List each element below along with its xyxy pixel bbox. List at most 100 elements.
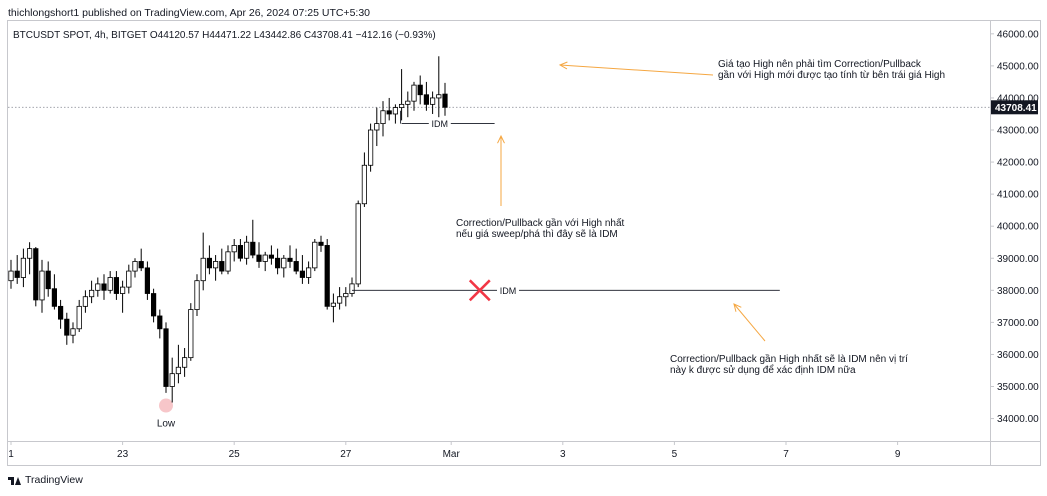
y-tick-label: 37000.00 xyxy=(997,318,1039,329)
candle-up xyxy=(312,241,318,269)
x-tick-label: Mar xyxy=(443,449,461,460)
y-tick-label: 36000.00 xyxy=(997,350,1039,361)
x-tick-label: 7 xyxy=(783,449,789,460)
candle-up xyxy=(26,248,33,259)
candle-down xyxy=(318,241,324,246)
x-tick-label: 3 xyxy=(560,449,566,460)
candle-up xyxy=(398,103,405,108)
candle-up xyxy=(89,289,95,298)
candle-up xyxy=(243,241,250,259)
candle-down xyxy=(150,293,157,317)
candle-up xyxy=(70,328,76,336)
candle-up xyxy=(355,203,361,285)
low-marker-dot xyxy=(159,398,173,413)
candle-down xyxy=(138,261,144,269)
candle-up xyxy=(132,261,138,272)
tradingview-logo-icon xyxy=(8,475,21,486)
candle-down xyxy=(101,283,107,291)
candle-up xyxy=(380,110,386,124)
idm-label: IDM xyxy=(500,286,517,296)
annotation-text: Correction/Pullback gần High nhất sẽ là … xyxy=(670,353,908,365)
candle-down xyxy=(206,257,212,269)
candle-up xyxy=(76,305,82,330)
candle-down xyxy=(51,288,58,307)
candle-up xyxy=(405,100,411,105)
y-tick-label: 41000.00 xyxy=(997,190,1039,201)
candle-up xyxy=(126,270,132,288)
candle-down xyxy=(33,248,39,301)
annotation-text: gần với High mới được tạo tính từ bên tr… xyxy=(718,69,945,81)
candle-down xyxy=(423,94,430,105)
y-tick-label: 43000.00 xyxy=(997,126,1039,137)
annotation-arrow-idm xyxy=(733,303,766,342)
candle-down xyxy=(268,254,275,259)
y-tick-label: 40000.00 xyxy=(997,222,1039,233)
annotation-text: nếu giá sweep/phá thì đây sẽ là IDM xyxy=(456,228,618,240)
low-label: Low xyxy=(157,419,176,430)
candle-up xyxy=(343,293,349,298)
y-tick-label: 46000.00 xyxy=(997,29,1039,40)
y-tick-label: 45000.00 xyxy=(997,61,1039,72)
publish-header: thichlongshort1 published on TradingView… xyxy=(8,7,371,19)
footer-brand: TradingView xyxy=(25,474,83,486)
candle-up xyxy=(361,164,368,205)
candle-up xyxy=(20,257,26,278)
candle-up xyxy=(107,277,113,291)
candle-up xyxy=(194,280,200,310)
candle-down xyxy=(299,270,306,278)
candle-up xyxy=(262,254,268,262)
invalid-x-mark xyxy=(468,279,491,302)
candlestick-chart[interactable]: 46000.00 45000.00 44000.00 43000.00 42000.00… xyxy=(8,21,1040,465)
candle-up xyxy=(82,296,88,307)
candle-up xyxy=(349,283,355,294)
candle-down xyxy=(417,84,423,96)
candle-up xyxy=(120,286,126,294)
x-tick-label: 9 xyxy=(895,449,901,460)
candle-up xyxy=(392,107,399,115)
y-tick-label: 34000.00 xyxy=(997,414,1039,425)
candle-up xyxy=(181,357,188,368)
candle-up xyxy=(95,283,101,291)
candle-up xyxy=(436,94,442,99)
annotation-arrow-idm-head xyxy=(733,303,742,312)
candle-up xyxy=(411,84,417,102)
candle-up xyxy=(281,257,287,269)
candle-down xyxy=(250,241,256,256)
footer[interactable]: TradingView xyxy=(8,474,83,486)
symbol-info: BTCUSDT SPOT, 4h, BITGET O44120.57 H4447… xyxy=(13,30,436,41)
candle-up xyxy=(212,261,219,269)
y-tick-label: 44000.00 xyxy=(997,93,1039,104)
x-tick-label: 23 xyxy=(117,449,129,460)
candle-up xyxy=(200,257,206,282)
annotation-text: Giá tạo High nên phải tìm Correction/Pul… xyxy=(718,59,922,70)
candle-up xyxy=(8,270,14,282)
y-tick-label: 38000.00 xyxy=(997,286,1039,297)
x-tick-label: 27 xyxy=(340,449,352,460)
candle-down xyxy=(144,267,150,294)
y-tick-label: 39000.00 xyxy=(997,254,1039,265)
candle-down xyxy=(14,270,20,278)
candle-down xyxy=(324,245,330,307)
candle-down xyxy=(58,305,64,320)
candle-up xyxy=(429,97,436,105)
y-tick-label: 42000.00 xyxy=(997,158,1039,169)
annotation-text: này k được sử dụng để xác định IDM nữa xyxy=(670,364,856,376)
candle-down xyxy=(237,245,243,259)
idm-label: IDM xyxy=(432,119,449,129)
candle-up xyxy=(336,296,343,304)
annotation-arrow-high xyxy=(559,64,714,76)
candle-down xyxy=(293,261,299,272)
candle-down xyxy=(287,257,293,262)
y-tick-label: 35000.00 xyxy=(997,382,1039,393)
candle-down xyxy=(219,261,225,272)
candle-down xyxy=(113,277,119,294)
last-price-tag xyxy=(991,100,1038,115)
candle-up xyxy=(188,309,194,359)
candle-up xyxy=(231,245,237,253)
candle-up xyxy=(225,251,231,272)
candle-down xyxy=(386,110,392,115)
x-tick-label: 5 xyxy=(672,449,678,460)
chart-frame[interactable]: 46000.00 45000.00 44000.00 43000.00 42000.00… xyxy=(7,20,1041,466)
annotation-text: Correction/Pullback gần với High nhất xyxy=(456,217,625,229)
candle-down xyxy=(274,257,281,269)
